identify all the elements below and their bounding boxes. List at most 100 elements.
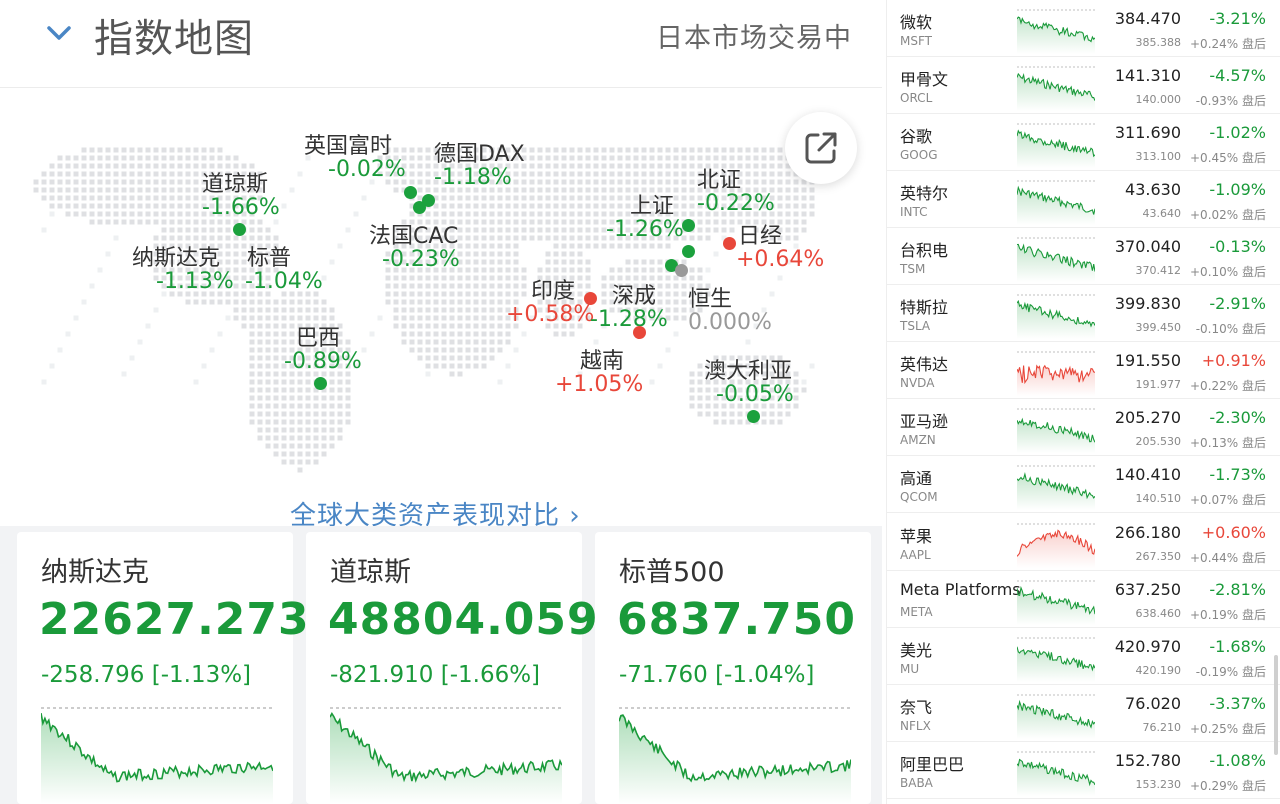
- marker-hangseng-pct: 0.000%: [688, 310, 772, 335]
- marker-nikkei-pct: +0.64%: [736, 247, 825, 272]
- stock-price: 311.690: [1114, 123, 1181, 142]
- marker-shanghai-name[interactable]: 上证: [630, 194, 675, 219]
- marker-brazil-dot[interactable]: [314, 377, 327, 390]
- stock-prev-price: 313.100: [1135, 150, 1182, 163]
- stock-row-goog[interactable]: 谷歌 GOOG 311.690 -1.02% 313.100 +0.45% 盘后: [887, 114, 1280, 171]
- stock-sparkline: [1017, 751, 1095, 796]
- stock-row-aapl[interactable]: 苹果 AAPL 266.180 +0.60% 267.350 +0.44% 盘后: [887, 514, 1280, 571]
- marker-nasdaq-name[interactable]: 纳斯达克: [132, 246, 221, 271]
- scrollbar[interactable]: [1274, 655, 1278, 755]
- stock-row-qcom[interactable]: 高通 QCOM 140.410 -1.73% 140.510 +0.07% 盘后: [887, 456, 1280, 513]
- stock-row-amzn[interactable]: 亚马逊 AMZN 205.270 -2.30% 205.530 +0.13% 盘后: [887, 399, 1280, 456]
- stock-change-pct: -2.30%: [1209, 408, 1266, 427]
- external-link-icon: [805, 132, 837, 164]
- marker-brazil-name[interactable]: 巴西: [296, 326, 341, 351]
- stock-afterhours: +0.44% 盘后: [1190, 551, 1266, 565]
- stock-row-mu[interactable]: 美光 MU 420.970 -1.68% 420.190 -0.19% 盘后: [887, 628, 1280, 685]
- marker-india-dot[interactable]: [584, 292, 597, 305]
- stock-name: 苹果: [900, 527, 933, 546]
- stock-sparkline: [1017, 180, 1095, 225]
- marker-nikkei-name[interactable]: 日经: [738, 224, 783, 249]
- stock-prev-price: 267.350: [1135, 550, 1182, 563]
- stock-prev-price: 370.412: [1135, 264, 1182, 277]
- marker-australia-name[interactable]: 澳大利亚: [704, 359, 793, 384]
- marker-shanghai-dot[interactable]: [682, 219, 695, 232]
- stock-sparkline: [1017, 294, 1095, 339]
- marker-hangseng-dot[interactable]: [675, 264, 688, 277]
- marker-dowjones-name[interactable]: 道琼斯: [202, 172, 269, 197]
- stock-row-tsla[interactable]: 特斯拉 TSLA 399.830 -2.91% 399.450 -0.10% 盘后: [887, 285, 1280, 342]
- marker-ftse-name[interactable]: 英国富时: [304, 134, 393, 159]
- index-card-sp500[interactable]: 标普500 6837.750 -71.760 [-1.04%]: [595, 532, 871, 804]
- marker-shanghai-pct: -1.26%: [606, 217, 684, 242]
- marker-vietnam-dot[interactable]: [633, 326, 646, 339]
- stock-price: 76.020: [1125, 694, 1181, 713]
- marker-nasdaq-pct: -1.13%: [156, 269, 234, 294]
- stock-afterhours: +0.29% 盘后: [1190, 779, 1266, 793]
- marker-cac-pct: -0.23%: [382, 247, 460, 272]
- marker-india-name[interactable]: 印度: [531, 279, 576, 304]
- stock-row-meta[interactable]: Meta Platforms META 637.250 -2.81% 638.460 +0…: [887, 571, 1280, 628]
- marker-shenzhen-name[interactable]: 深成: [612, 284, 657, 309]
- stock-name: 高通: [900, 469, 933, 488]
- index-card-sparkline: [41, 707, 273, 804]
- marker-dowjones-dot[interactable]: [233, 223, 246, 236]
- stock-price: 43.630: [1125, 180, 1181, 199]
- stock-name: 英伟达: [900, 355, 949, 374]
- marker-cac-dot[interactable]: [413, 201, 426, 214]
- stock-row-nvda[interactable]: 英伟达 NVDA 191.550 +0.91% 191.977 +0.22% 盘后: [887, 342, 1280, 399]
- stock-afterhours: +0.07% 盘后: [1190, 493, 1266, 507]
- marker-shenzhen-dot[interactable]: [665, 259, 678, 272]
- stock-price: 420.970: [1114, 637, 1181, 656]
- stock-afterhours: +0.02% 盘后: [1190, 208, 1266, 222]
- marker-sp-name[interactable]: 标普: [247, 246, 292, 271]
- marker-dax-pct: -1.18%: [434, 165, 512, 190]
- stock-ticker: META: [900, 605, 933, 619]
- stock-row-orcl[interactable]: 甲骨文 ORCL 141.310 -4.57% 140.000 -0.93% 盘后: [887, 57, 1280, 114]
- marker-nikkei-dot[interactable]: [723, 237, 736, 250]
- index-card-value: 6837.750: [617, 594, 857, 645]
- stock-prev-price: 205.530: [1135, 435, 1182, 448]
- index-card-value: 22627.273: [39, 594, 310, 645]
- chevron-down-icon[interactable]: [44, 18, 74, 48]
- stock-name: Meta Platforms: [900, 580, 1021, 599]
- marker-india-pct: +0.58%: [506, 302, 595, 327]
- marker-ftse-dot[interactable]: [404, 186, 417, 199]
- marker-dax-name[interactable]: 德国DAX: [434, 142, 525, 167]
- stock-prev-price: 153.230: [1135, 778, 1182, 791]
- marker-australia-dot[interactable]: [747, 410, 760, 423]
- index-card-dowjones[interactable]: 道琼斯 48804.059 -821.910 [-1.66%]: [306, 532, 598, 804]
- stock-sparkline: [1017, 351, 1095, 396]
- marker-shanghai2-dot[interactable]: [682, 245, 695, 258]
- stock-price: 266.180: [1114, 523, 1181, 542]
- stock-row-intc[interactable]: 英特尔 INTC 43.630 -1.09% 43.640 +0.02% 盘后: [887, 171, 1280, 228]
- marker-dowjones-pct: -1.66%: [202, 195, 280, 220]
- marker-cac-name[interactable]: 法国CAC: [369, 224, 459, 249]
- stock-change-pct: -1.08%: [1209, 751, 1266, 770]
- stock-sparkline: [1017, 580, 1095, 625]
- stock-row-baba[interactable]: 阿里巴巴 BABA 152.780 -1.08% 153.230 +0.29% 盘后: [887, 742, 1280, 799]
- stock-change-pct: -2.81%: [1209, 580, 1266, 599]
- stock-change-pct: -1.09%: [1209, 180, 1266, 199]
- marker-hangseng-name[interactable]: 恒生: [688, 287, 733, 312]
- stock-ticker: BABA: [900, 776, 933, 790]
- stock-name: 奈飞: [900, 698, 933, 717]
- stock-afterhours: -0.19% 盘后: [1195, 665, 1266, 679]
- marker-vietnam-name[interactable]: 越南: [580, 349, 625, 374]
- stock-prev-price: 140.510: [1135, 492, 1182, 505]
- stock-row-tsm[interactable]: 台积电 TSM 370.040 -0.13% 370.412 +0.10% 盘后: [887, 228, 1280, 285]
- index-card-nasdaq[interactable]: 纳斯达克 22627.273 -258.796 [-1.13%]: [17, 532, 309, 804]
- stock-prev-price: 420.190: [1135, 664, 1182, 677]
- stock-sparkline: [1017, 9, 1095, 54]
- index-card-name: 纳斯达克: [41, 557, 149, 588]
- stock-price: 384.470: [1114, 9, 1181, 28]
- marker-beijing-name[interactable]: 北证: [697, 168, 742, 193]
- stock-afterhours: +0.22% 盘后: [1190, 379, 1266, 393]
- header-bar: 指数地图 日本市场交易中: [0, 0, 882, 88]
- stock-sparkline: [1017, 66, 1095, 111]
- stock-price: 140.410: [1114, 465, 1181, 484]
- share-button[interactable]: [785, 112, 857, 184]
- stock-row-msft[interactable]: 微软 MSFT 384.470 -3.21% 385.388 +0.24% 盘后: [887, 0, 1280, 57]
- stock-row-nflx[interactable]: 奈飞 NFLX 76.020 -3.37% 76.210 +0.25% 盘后: [887, 685, 1280, 742]
- marker-beijing-pct: -0.22%: [697, 191, 775, 216]
